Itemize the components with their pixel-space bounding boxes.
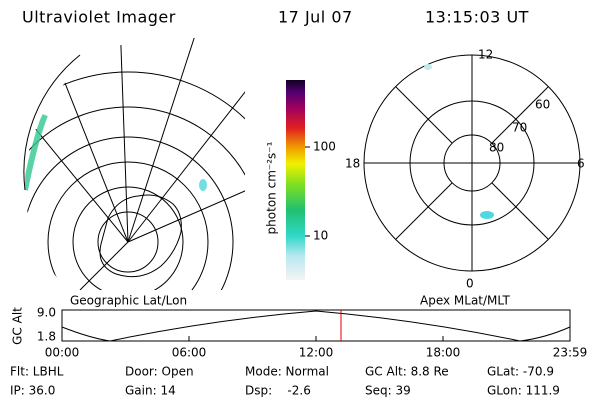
panel-label: Apex MLat/MLT: [420, 294, 510, 308]
mlat-label: 70: [512, 121, 527, 135]
x-tick-label: 06:00: [172, 346, 207, 360]
x-tick-label: 23:59: [553, 346, 588, 360]
info-field: Mode: Normal: [245, 365, 329, 379]
info-field: Dsp: -2.6: [245, 384, 311, 398]
altitude-curve: [61, 310, 571, 342]
info-field: Seq: 39: [365, 384, 411, 398]
info-field: GC Alt: 8.8 Re: [365, 365, 449, 379]
time: 13:15:03 UT: [425, 8, 529, 27]
y-tick-label: 1.8: [37, 330, 56, 344]
date: 17 Jul 07: [278, 8, 353, 27]
info-field: Flt: LBHL: [10, 365, 64, 379]
mlt-label: 6: [577, 157, 585, 171]
x-tick-label: 18:00: [426, 346, 461, 360]
x-tick-label: 00:00: [45, 346, 80, 360]
colorbar-label: photon cm⁻²s⁻¹: [265, 141, 279, 234]
mlt-label: 12: [478, 48, 493, 62]
info-panel: Flt: LBHL Door: Open Mode: Normal GC Alt: 8…: [10, 365, 560, 398]
mlat-label: 60: [535, 98, 550, 112]
title: Ultraviolet Imager: [22, 8, 176, 27]
polar-grid: [363, 54, 581, 272]
info-field: GLat: -70.9: [487, 365, 554, 379]
y-tick-label: 9.0: [37, 306, 56, 320]
info-field: IP: 36.0: [10, 384, 55, 398]
mlt-label: 18: [345, 157, 360, 171]
mlat-label: 80: [489, 141, 504, 155]
info-field: Door: Open: [125, 365, 194, 379]
colorbar-tick-label: 100: [313, 140, 336, 154]
x-tick-label: 12:00: [299, 346, 334, 360]
x-ticks: 00:00 06:00 12:00 18:00 23:59: [45, 336, 588, 360]
info-field: Gain: 14: [125, 384, 176, 398]
panel-label: Geographic Lat/Lon: [70, 294, 187, 308]
info-field: GLon: 111.9: [487, 384, 560, 398]
mlt-label: 0: [466, 277, 474, 291]
colorbar: [286, 80, 305, 280]
colorbar-tick-label: 10: [313, 229, 328, 243]
y-axis-label: GC Alt: [11, 307, 25, 345]
